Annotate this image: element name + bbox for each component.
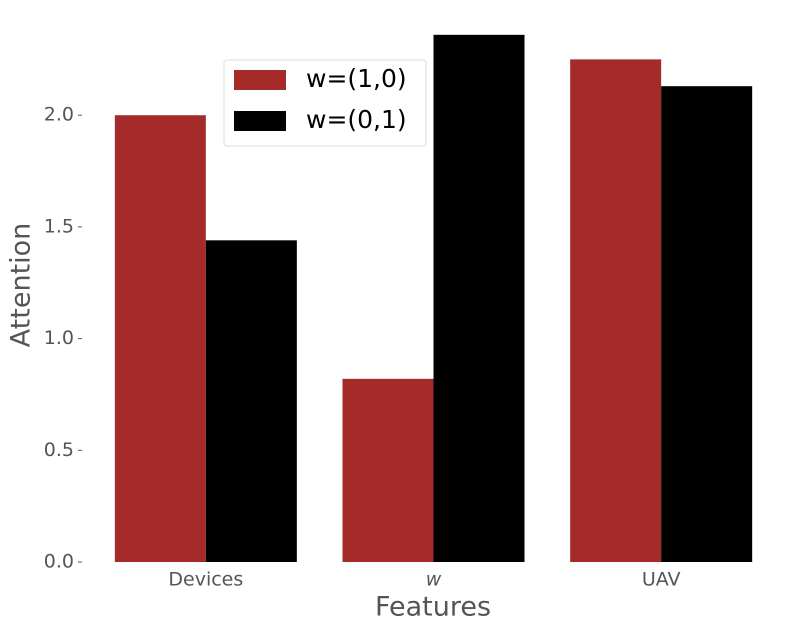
y-tick-label: 1.5 [44, 215, 74, 237]
legend: w=(1,0) w=(0,1) [223, 59, 427, 147]
y-tick-label: 1.0 [44, 327, 74, 349]
x-tick-label: w [426, 569, 442, 591]
bar [661, 86, 753, 562]
bar [342, 378, 434, 562]
x-tick-label: Devices [168, 569, 243, 591]
bar [205, 240, 297, 563]
legend-label: w=(0,1) [306, 105, 407, 134]
legend-swatch [234, 111, 286, 131]
y-axis-label: Attention [6, 223, 37, 348]
y-tick-label: 0.5 [44, 439, 74, 461]
bar [570, 59, 662, 563]
bar [433, 34, 525, 562]
y-tick-label: 0.0 [44, 551, 74, 573]
x-axis-label: Features [375, 592, 491, 623]
x-tick-label: UAV [642, 569, 681, 591]
y-tick-label: 2.0 [44, 104, 74, 126]
legend-swatch [234, 70, 286, 90]
bar [114, 115, 206, 563]
legend-label: w=(1,0) [306, 64, 407, 93]
